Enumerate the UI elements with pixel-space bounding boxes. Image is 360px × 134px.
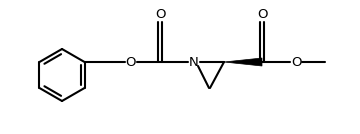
Text: O: O — [291, 55, 301, 68]
Text: O: O — [126, 55, 136, 68]
Text: O: O — [257, 8, 267, 21]
Text: N: N — [189, 55, 199, 68]
Text: O: O — [155, 8, 165, 21]
Polygon shape — [224, 58, 262, 66]
